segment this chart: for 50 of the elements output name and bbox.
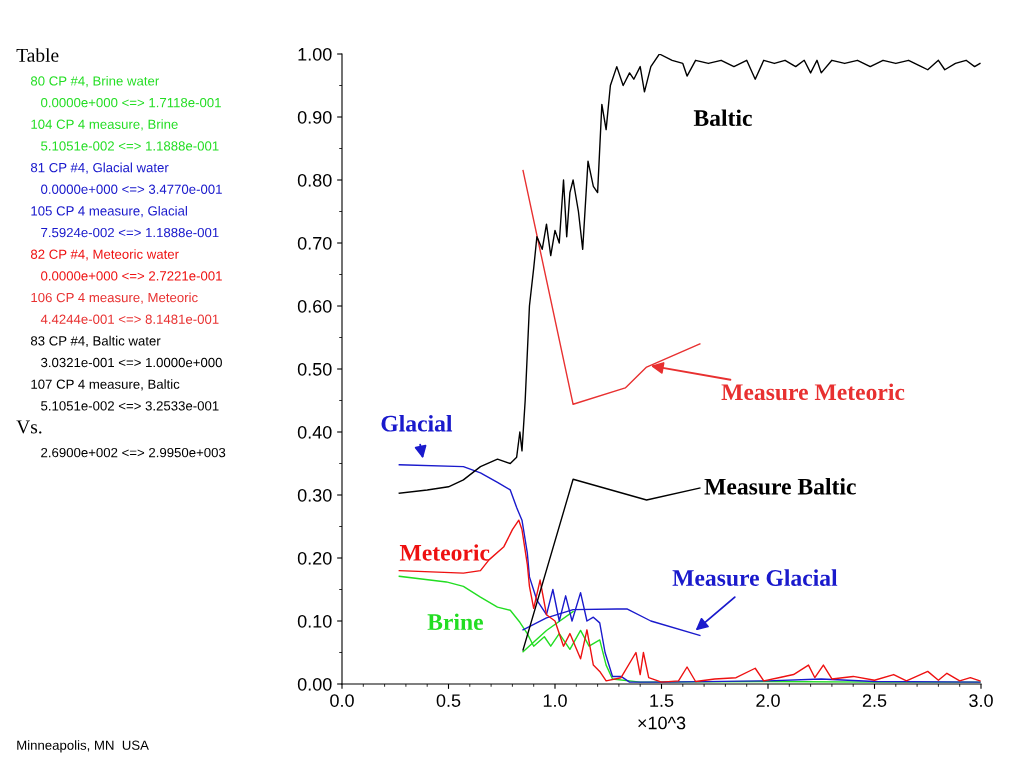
y-tick-label: 0.10 [297,614,332,628]
series-label: Glacial [381,414,453,432]
line-series [522,608,701,637]
y-tick-label: 0.50 [297,362,332,376]
y-tick-label: 0.20 [297,551,332,565]
y-tick-label: 0.60 [297,299,332,313]
y-tick-label: 0.70 [297,236,332,250]
text: 7.5924e-002 <=> 1.1888e-001 [41,227,219,238]
text: 81 CP #4, Glacial water [30,162,169,174]
text: Minneapolis, MN USA [17,740,149,753]
text: 4.4244e-001 <=> 8.1481e-001 [40,314,219,324]
text: Vs. [16,420,42,434]
y-tick-label: 0.80 [297,173,332,187]
text: 3.0321e-001 <=> 1.0000e+000 [41,357,222,368]
series-label: Measure Meteoric [721,383,905,401]
y-tick-label: 1.00 [298,47,332,61]
x-tick-label: 3.0 [969,694,993,707]
x-axis-title: ×10^3 [638,716,686,730]
y-tick-label: 0.30 [297,488,332,502]
x-tick-label: 0.5 [436,694,461,707]
text: 5.1051e-002 <=> 3.2533e-001 [41,401,219,411]
line-series [398,464,981,683]
series-label: Baltic [693,109,752,127]
series-label: Measure Baltic [704,477,856,495]
line-series [398,519,981,683]
x-tick-label: 2.5 [862,694,887,707]
series-label: Brine [427,613,483,631]
line-series [522,169,701,405]
text: 0.0000e+000 <=> 3.4770e-001 [41,184,222,194]
text: 82 CP #4, Meteoric water [30,249,179,261]
text: Table [16,48,59,62]
text: 83 CP #4, Baltic water [30,335,161,348]
y-tick-label: 0.40 [297,425,332,439]
x-tick-label: 2.0 [756,694,780,707]
text: 5.1051e-002 <=> 1.1888e-001 [41,141,219,151]
x-tick-label: 0.0 [330,694,354,707]
text: 0.0000e+000 <=> 2.7221e-001 [41,271,222,281]
text: 0.0000e+000 <=> 1.7118e-001 [41,97,221,108]
series-label: Meteoric [399,544,490,561]
text: 2.6900e+002 <=> 2.9950e+003 [41,447,226,458]
x-tick-label: 1.0 [543,694,567,707]
y-tick-label: 0.00 [297,677,332,691]
x-tick-label: 1.5 [650,694,674,707]
text: 105 CP 4 measure, Glacial [31,205,187,218]
series-label: Measure Glacial [672,569,838,587]
text: 106 CP 4 measure, Meteoric [31,292,198,304]
text: 104 CP 4 measure, Brine [31,119,178,131]
text: 107 CP 4 measure, Baltic [31,379,180,391]
text: 80 CP #4, Brine water [30,75,160,88]
y-tick-label: 0.90 [297,110,332,124]
